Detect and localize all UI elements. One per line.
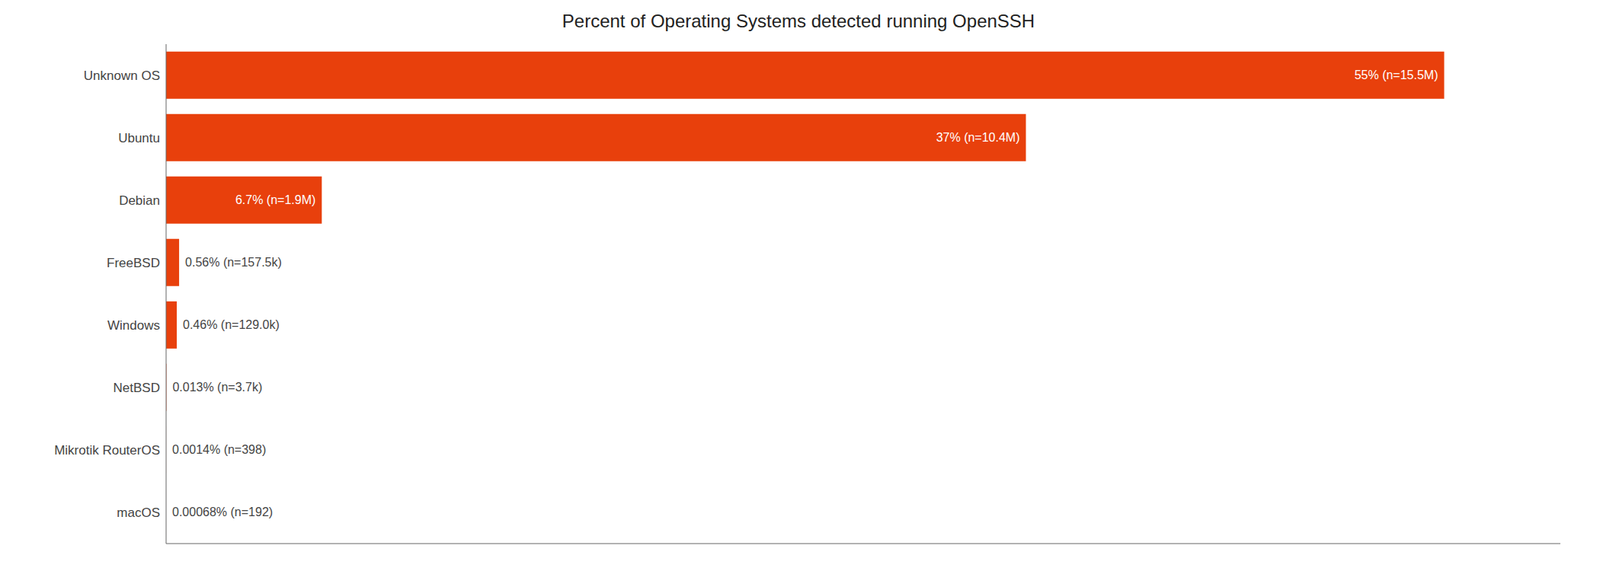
svg-text:NetBSD: NetBSD (113, 380, 160, 396)
svg-text:Mikrotik RouterOS: Mikrotik RouterOS (54, 443, 160, 458)
svg-text:0.46% (n=129.0k): 0.46% (n=129.0k) (182, 318, 280, 332)
svg-text:0.0014% (n=398): 0.0014% (n=398) (172, 443, 266, 457)
svg-text:Ubuntu: Ubuntu (118, 131, 160, 146)
svg-text:Debian: Debian (118, 193, 160, 208)
svg-text:macOS: macOS (116, 505, 160, 521)
svg-text:0.00068% (n=192): 0.00068% (n=192) (172, 505, 273, 519)
svg-text:Windows: Windows (107, 318, 160, 333)
svg-text:37% (n=10.4M): 37% (n=10.4M) (936, 131, 1021, 144)
svg-text:55% (n=15.5M): 55% (n=15.5M) (1354, 68, 1439, 82)
svg-text:0.013% (n=3.7k): 0.013% (n=3.7k) (172, 380, 263, 394)
html-text:Percent of Operating Systems d: Percent of Operating Systems detected ru… (562, 10, 1035, 32)
svg-text:Unknown OS: Unknown OS (83, 68, 160, 84)
svg-text:0.56% (n=157.5k): 0.56% (n=157.5k) (185, 256, 282, 269)
svg-text:6.7% (n=1.9M): 6.7% (n=1.9M) (235, 193, 316, 207)
svg-text:FreeBSD: FreeBSD (106, 256, 160, 271)
